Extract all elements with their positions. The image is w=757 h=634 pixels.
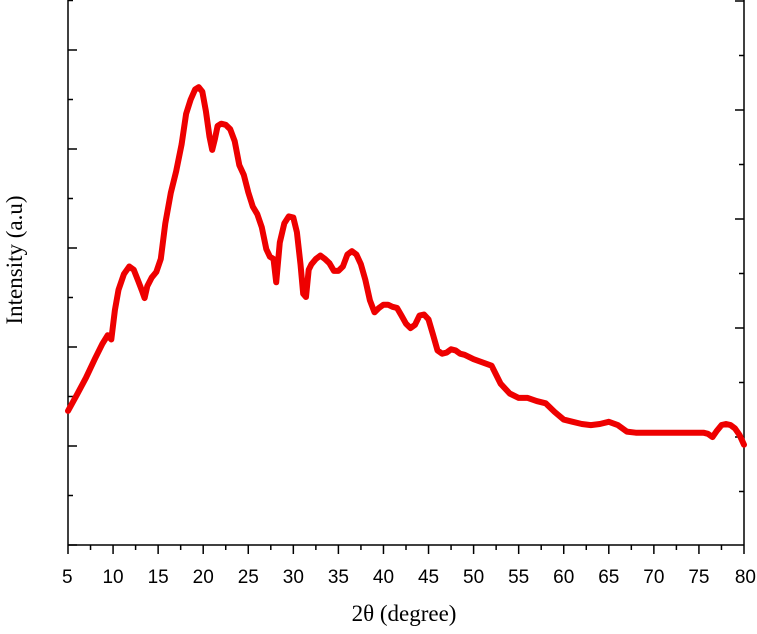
x-tick-label: 65: [598, 567, 619, 588]
series-line-0: [65, 84, 747, 448]
x-tick-label: 25: [238, 567, 259, 588]
x-tick-label: 80: [735, 567, 756, 588]
x-tick-label: 55: [508, 567, 529, 588]
x-tick-label: 20: [193, 567, 214, 588]
plot-frame: [67, 0, 745, 546]
x-axis-ticks: [67, 545, 745, 554]
x-tick-label: 70: [643, 567, 664, 588]
x-tick-label: 30: [283, 567, 304, 588]
x-tick-label: 50: [463, 567, 484, 588]
x-tick-label: 45: [418, 567, 439, 588]
x-tick-label: 15: [148, 567, 169, 588]
x-axis-tick-labels: 5 10 15 20 25 30 35 40 45 50 55 60 65 70 75 80: [62, 567, 756, 588]
y-axis-ticks: [68, 0, 744, 546]
x-tick-label: 40: [373, 567, 394, 588]
series-group: [65, 84, 747, 448]
x-tick-label: 60: [553, 567, 574, 588]
x-axis-title: 2θ (degree): [352, 601, 457, 626]
x-tick-label: 35: [328, 567, 349, 588]
x-tick-label: 10: [102, 567, 123, 588]
y-axis-title: Intensity (a.u): [2, 195, 27, 324]
x-tick-label: 5: [62, 567, 73, 588]
x-tick-label: 75: [688, 567, 709, 588]
